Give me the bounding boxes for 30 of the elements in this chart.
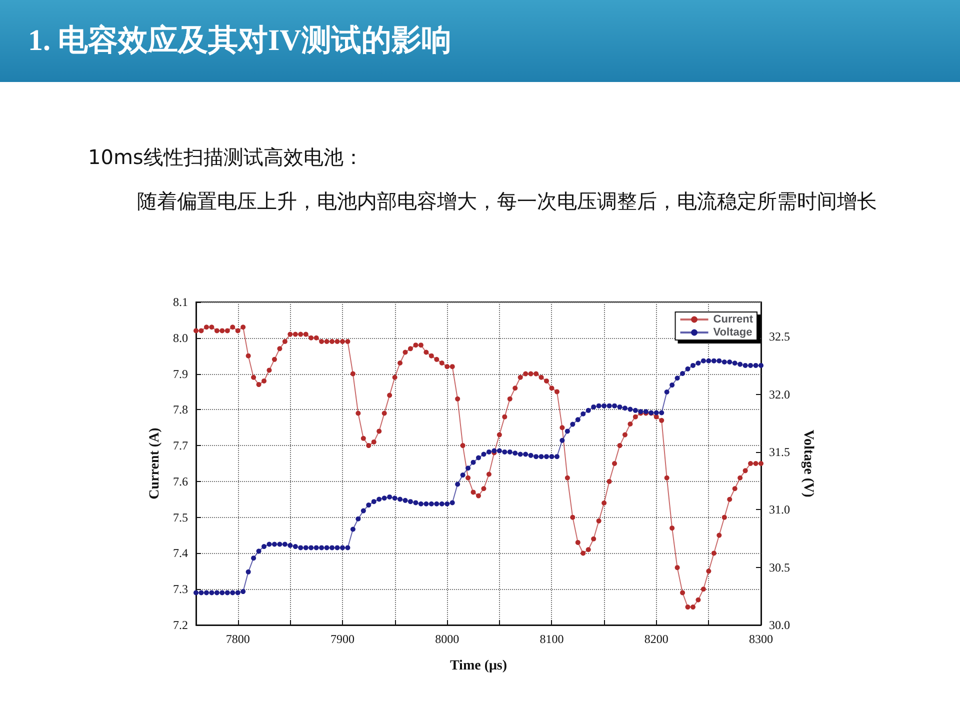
x-tick-label: 7900 [330,632,354,646]
legend-label: Voltage [713,326,752,338]
y2-tick-label: 31.5 [769,444,790,459]
y2-tick-label: 30.0 [769,618,790,632]
x-tick-label: 8000 [435,632,460,646]
y2-tick-label: 31.0 [769,502,790,517]
y-tick-label: 8.1 [173,295,188,309]
text: 随着偏置电压上升，电池内部电容增大，每一次电压调整后，电流稳定所需时间增长 [136,188,878,215]
x-tick-label: 8200 [644,632,668,646]
y2-tick-label: 32.5 [769,330,790,344]
y-tick-label: 8.0 [173,330,188,345]
chart-subtitle: 10ms线性扫描测试高效电池： [88,144,364,171]
legend-label: Current [713,314,754,326]
y2-tick-label: 30.5 [769,560,790,574]
y-tick-label: 7.2 [173,618,188,632]
y-tick-label: 7.6 [173,474,188,488]
x-tick-label: 7800 [226,632,250,646]
chart-title: 1. 电容效应及其对IV测试的影响 [28,23,452,59]
y-axis-title: Current (A) [148,427,162,500]
y-tick-label: 7.9 [173,366,188,381]
x-tick-label: 8100 [540,632,564,646]
y-tick-label: 7.5 [173,510,188,524]
y-tick-label: 7.7 [173,438,188,453]
y-tick-label: 7.3 [173,582,188,596]
y2-axis-title: Voltage (V) [800,430,816,498]
y2-tick-label: 32.0 [769,387,790,402]
y-tick-label: 7.8 [173,402,188,417]
x-axis-title: Time (μs) [450,658,508,674]
x-tick-label: 8300 [749,632,773,646]
y-tick-label: 7.4 [173,546,188,560]
